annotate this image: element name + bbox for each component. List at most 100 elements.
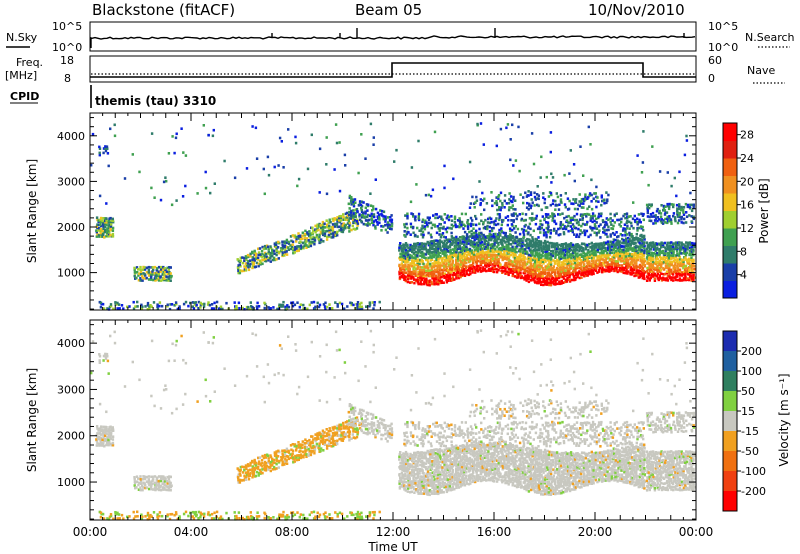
power-data-point xyxy=(463,243,466,246)
power-data-point xyxy=(404,263,407,267)
power-data-point xyxy=(354,201,357,204)
power-data-point xyxy=(635,262,638,265)
power-data-point xyxy=(600,261,603,265)
power-data-point xyxy=(388,225,391,228)
power-data-point xyxy=(537,239,541,243)
power-data-point xyxy=(565,266,569,270)
power-data-point xyxy=(650,254,653,257)
power-data-point xyxy=(643,241,646,244)
power-data-point xyxy=(152,301,156,304)
power-data-point xyxy=(409,222,413,226)
power-data-point xyxy=(238,307,241,310)
velocity-data-point xyxy=(261,468,264,471)
power-data-point xyxy=(674,261,677,265)
power-data-point xyxy=(670,184,673,188)
power-data-point xyxy=(680,271,684,274)
power-data-point xyxy=(678,270,682,273)
power-data-point xyxy=(405,267,408,271)
power-data-point xyxy=(450,223,453,227)
power-data-point xyxy=(666,246,670,249)
power-data-point xyxy=(332,234,335,237)
power-data-point xyxy=(652,248,655,251)
power-data-point xyxy=(512,220,515,224)
power-data-point xyxy=(423,221,427,225)
power-data-point xyxy=(193,301,196,304)
power-data-point xyxy=(497,260,500,263)
power-data-point xyxy=(600,194,603,197)
velocity-data-point xyxy=(102,431,105,435)
power-data-point xyxy=(469,241,472,244)
power-data-point xyxy=(247,307,250,311)
velocity-data-point xyxy=(147,480,150,484)
power-data-point xyxy=(594,261,598,264)
power-data-point xyxy=(505,261,508,265)
power-data-point xyxy=(430,267,433,270)
power-data-point xyxy=(639,272,642,276)
velocity-data-point xyxy=(150,475,153,479)
power-data-point xyxy=(299,240,302,243)
power-data-point xyxy=(390,218,394,222)
power-data-point xyxy=(244,262,247,265)
power-data-point xyxy=(568,275,571,279)
power-data-point xyxy=(475,233,478,236)
velocity-data-point xyxy=(166,475,169,479)
power-data-point xyxy=(456,259,460,262)
power-data-point xyxy=(380,224,383,228)
power-data-point xyxy=(429,221,433,225)
power-data-point xyxy=(640,171,644,174)
power-data-point xyxy=(449,271,452,274)
velocity-data-point xyxy=(102,359,105,362)
power-data-point xyxy=(497,194,501,197)
power-data-point xyxy=(513,238,516,242)
power-data-point xyxy=(636,239,640,242)
power-data-point xyxy=(284,244,287,248)
power-data-point xyxy=(654,262,657,266)
power-data-point xyxy=(666,215,669,219)
velocity-data-point xyxy=(137,488,141,491)
power-data-point xyxy=(393,160,396,163)
power-data-point xyxy=(467,269,470,272)
velocity-data-point xyxy=(301,450,304,454)
power-data-point xyxy=(631,239,634,242)
power-data-point xyxy=(452,271,456,275)
power-data-point xyxy=(461,270,464,274)
power-data-point xyxy=(600,257,603,261)
power-data-point xyxy=(566,260,570,263)
power-data-point xyxy=(576,249,579,252)
power-data-point xyxy=(509,243,513,246)
power-data-point xyxy=(424,256,427,260)
power-data-point xyxy=(548,261,551,264)
power-colorbar-tick-label: 28 xyxy=(740,129,754,142)
power-data-point xyxy=(491,199,494,202)
power-data-point xyxy=(388,223,391,227)
power-data-point xyxy=(478,266,481,270)
power-data-point xyxy=(538,225,541,229)
power-data-point xyxy=(107,308,111,311)
velocity-data-point xyxy=(247,469,250,472)
power-data-point xyxy=(454,225,458,229)
power-data-point xyxy=(421,250,424,254)
power-data-point xyxy=(293,251,296,254)
power-data-point xyxy=(485,259,488,262)
power-data-point xyxy=(440,279,443,283)
power-data-point xyxy=(545,221,548,224)
power-data-point xyxy=(431,250,434,254)
power-data-point xyxy=(490,227,494,230)
power-data-point xyxy=(558,243,561,247)
power-data-point xyxy=(680,262,683,265)
power-data-point xyxy=(668,254,671,258)
power-data-point xyxy=(417,245,420,249)
power-data-point xyxy=(651,263,654,267)
velocity-data-point xyxy=(244,478,248,481)
power-data-point xyxy=(493,243,496,246)
power-data-point xyxy=(348,224,351,227)
power-data-point xyxy=(534,272,537,276)
power-data-point xyxy=(139,273,143,276)
power-data-point xyxy=(165,179,168,183)
velocity-data-point xyxy=(147,475,151,478)
power-data-point xyxy=(539,227,542,231)
power-data-point xyxy=(608,263,611,266)
power-data-point xyxy=(539,219,542,223)
power-data-point xyxy=(535,217,538,220)
